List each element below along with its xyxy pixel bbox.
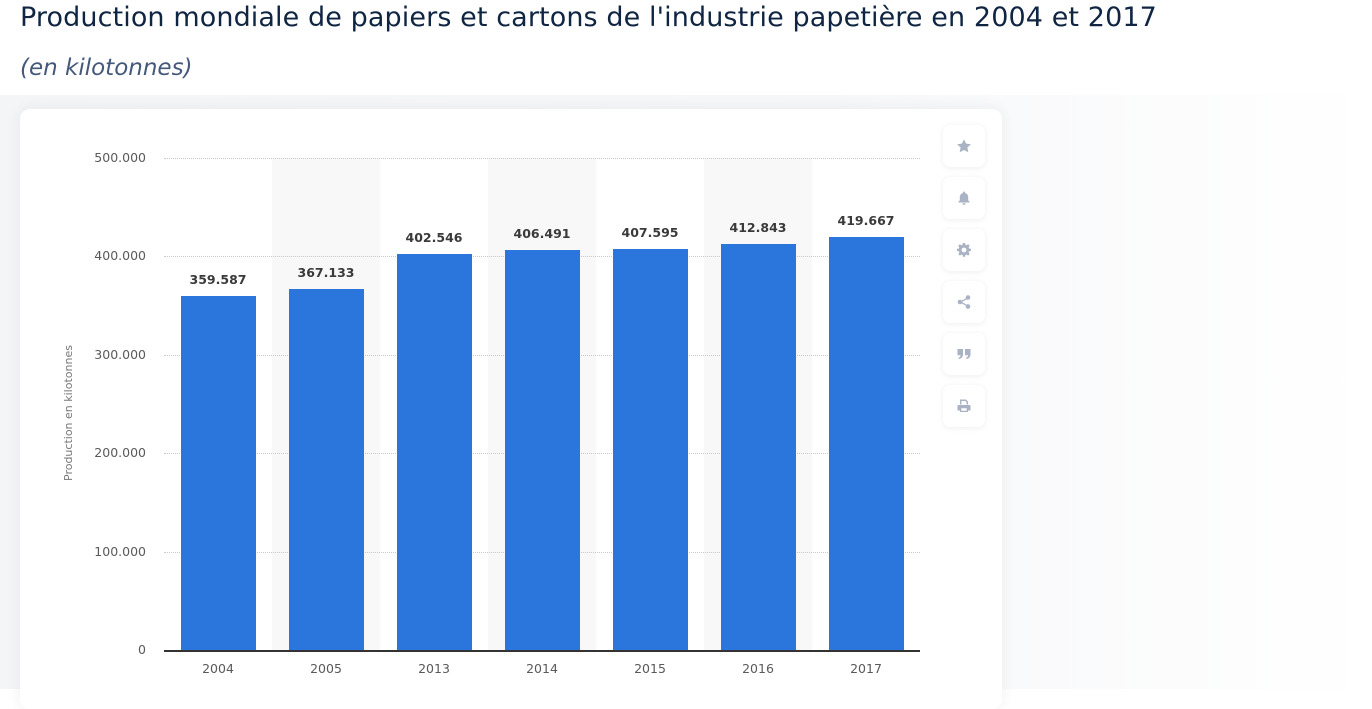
y-tick-label: 500.000 (94, 150, 146, 165)
chart-card: 0 100.000 200.000 300.000 400.000 500.000 Prod… (20, 109, 1002, 709)
bar-2016[interactable] (720, 243, 796, 650)
y-tick-label: 100.000 (94, 543, 146, 559)
x-tick-label: 2015 (634, 661, 666, 676)
gridline (164, 158, 920, 159)
bar-2014[interactable] (504, 250, 580, 650)
y-axis-title: Production en kilotonnes (62, 345, 75, 481)
settings-button[interactable] (943, 229, 985, 271)
x-tick-label: 2013 (418, 661, 450, 676)
print-button[interactable] (943, 385, 985, 427)
bar-value-label: 367.133 (297, 264, 355, 280)
cite-button[interactable] (943, 333, 985, 375)
star-icon (957, 139, 971, 153)
quote-icon (957, 349, 971, 359)
bar-2013[interactable] (396, 253, 472, 650)
bar-value-label: 412.843 (729, 219, 787, 235)
x-tick-label: 2004 (202, 661, 234, 676)
y-tick-label: 200.000 (94, 445, 146, 461)
y-tick-label: 300.000 (94, 346, 146, 362)
page-subtitle: (en kilotonnes) (20, 55, 193, 81)
bar-value-label: 406.491 (513, 226, 571, 241)
print-icon (957, 399, 971, 412)
bar-2015[interactable] (612, 248, 688, 650)
bell-icon (958, 191, 970, 205)
notification-button[interactable] (943, 177, 985, 219)
bar-chart: 0 100.000 200.000 300.000 400.000 500.000 Prod… (20, 109, 1002, 709)
x-tick-label: 2017 (850, 661, 882, 676)
favorite-button[interactable] (943, 125, 985, 167)
bar-2017[interactable] (828, 237, 904, 650)
share-button[interactable] (943, 281, 985, 323)
page-title: Production mondiale de papiers et carton… (20, 2, 1157, 33)
bar-2004[interactable] (180, 296, 256, 650)
bar-2005[interactable] (288, 288, 364, 650)
gear-icon (957, 243, 971, 257)
x-axis-line (164, 650, 920, 652)
bar-value-label: 359.587 (189, 272, 247, 288)
share-icon (957, 295, 971, 309)
x-tick-label: 2005 (310, 661, 342, 676)
y-tick-label: 400.000 (94, 248, 146, 264)
x-tick-label: 2014 (526, 661, 558, 676)
x-tick-label: 2016 (742, 661, 774, 676)
bar-value-label: 419.667 (837, 213, 895, 229)
y-tick-label: 0 (138, 642, 146, 657)
bar-value-label: 407.595 (621, 224, 679, 240)
bar-value-label: 402.546 (405, 229, 463, 245)
